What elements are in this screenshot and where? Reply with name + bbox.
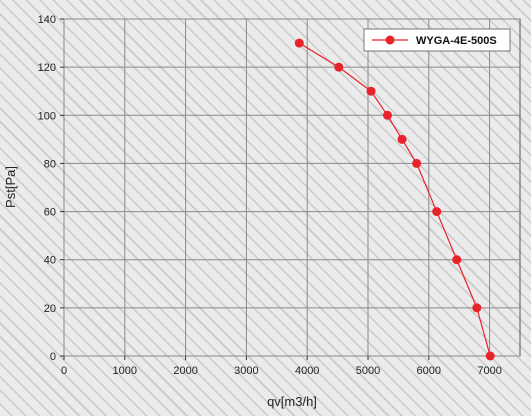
x-axis-label: qv[m3/h] — [267, 394, 317, 409]
series-line — [298, 42, 491, 357]
y-tick-label: 80 — [44, 158, 56, 170]
y-tick-label: 120 — [38, 62, 56, 74]
legend: WYGA-4E-500S — [363, 28, 511, 52]
legend-label: WYGA-4E-500S — [416, 35, 497, 47]
x-tick-label: 7000 — [477, 365, 501, 377]
x-tick-label: 1000 — [113, 365, 137, 377]
y-tick-label: 20 — [44, 303, 56, 315]
x-tick-label: 5000 — [356, 365, 380, 377]
x-tick-label: 0 — [61, 365, 67, 377]
x-tick-label: 4000 — [295, 365, 319, 377]
data-point — [432, 207, 442, 217]
legend-marker — [385, 35, 395, 45]
x-tick-label: 2000 — [173, 365, 197, 377]
x-axis-ticks: 0 1000 2000 3000 4000 5000 6000 7000 — [61, 356, 502, 377]
series-group — [294, 38, 495, 361]
y-axis-label: Pst[Pa] — [3, 166, 18, 208]
data-point — [485, 351, 495, 361]
data-point — [472, 303, 482, 313]
y-tick-label: 0 — [50, 351, 56, 363]
plot-area — [63, 18, 521, 357]
data-point — [397, 134, 407, 144]
data-point — [412, 158, 422, 168]
x-tick-label: 3000 — [234, 365, 258, 377]
y-axis-ticks: 0 20 40 60 80 100 120 140 — [38, 14, 64, 363]
grid — [63, 18, 520, 357]
y-tick-label: 60 — [44, 207, 56, 219]
data-point — [334, 62, 344, 72]
y-tick-label: 140 — [38, 14, 56, 26]
legend-box — [363, 28, 511, 52]
data-point — [382, 110, 392, 120]
data-point — [452, 255, 462, 265]
y-tick-label: 40 — [44, 255, 56, 267]
data-point — [294, 38, 304, 48]
y-tick-label: 100 — [38, 110, 56, 122]
x-tick-label: 6000 — [417, 365, 441, 377]
data-point — [366, 86, 376, 96]
